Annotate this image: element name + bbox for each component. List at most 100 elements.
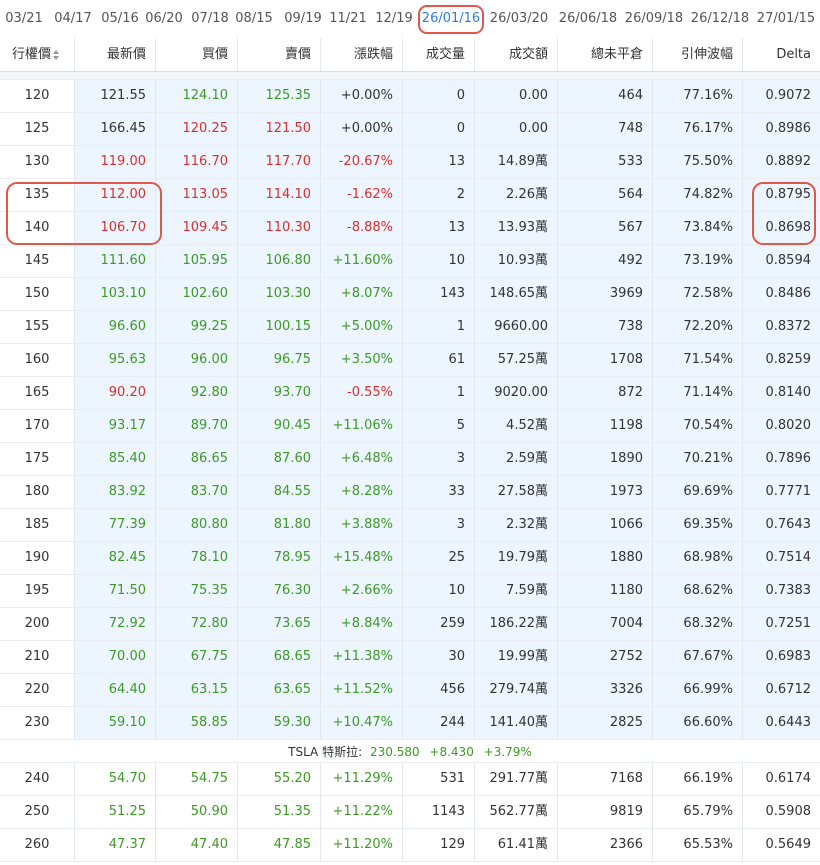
tab-expiry-9[interactable]: 26/01/16 xyxy=(421,11,481,26)
table-row[interactable]: 180 83.92 83.70 84.55 +8.28% 33 27.58萬 1973 69.6… xyxy=(0,476,820,509)
tab-expiry-0[interactable]: 03/21 xyxy=(5,11,43,26)
bid-cell: 102.60 xyxy=(182,286,229,301)
ask-cell: 78.95 xyxy=(273,550,311,565)
table-row[interactable]: 140 106.70 109.45 110.30 -8.88% 13 13.93萬 567 73… xyxy=(0,212,820,245)
header-open-interest[interactable]: 總未平倉 xyxy=(590,47,643,62)
strike-cell: 195 xyxy=(0,575,74,607)
tab-expiry-5[interactable]: 08/15 xyxy=(235,11,273,26)
column-divider xyxy=(320,608,321,641)
table-row[interactable]: 250 51.25 50.90 51.35 +11.22% 1143 562.77萬 9819… xyxy=(0,796,820,829)
header-strike[interactable]: 行權價 xyxy=(0,38,74,71)
column-divider xyxy=(155,212,156,245)
bid-cell: 54.75 xyxy=(190,771,228,786)
column-divider xyxy=(155,707,156,740)
column-divider xyxy=(320,707,321,740)
table-row[interactable]: 125 166.45 120.25 121.50 +0.00% 0 0.00 748 76.17… xyxy=(0,113,820,146)
tab-expiry-11[interactable]: 26/06/18 xyxy=(558,11,618,26)
sort-icon[interactable] xyxy=(53,49,60,60)
header-bid[interactable]: 買價 xyxy=(201,47,228,62)
table-row[interactable]: 185 77.39 80.80 81.80 +3.88% 3 2.32萬 1066 69.35%… xyxy=(0,509,820,542)
column-divider xyxy=(74,113,75,146)
ask-cell: 117.70 xyxy=(265,154,312,169)
column-divider xyxy=(742,311,743,344)
table-row[interactable]: 135 112.00 113.05 114.10 -1.62% 2 2.26萬 564 74.8… xyxy=(0,179,820,212)
tab-expiry-3[interactable]: 06/20 xyxy=(145,11,183,26)
table-row[interactable]: 145 111.60 105.95 106.80 +11.60% 10 10.93萬 492 7… xyxy=(0,245,820,278)
tab-expiry-8[interactable]: 12/19 xyxy=(375,11,413,26)
iv-cell: 73.19% xyxy=(683,253,733,268)
table-row[interactable]: 175 85.40 86.65 87.60 +6.48% 3 2.59萬 1890 70.21%… xyxy=(0,443,820,476)
header-delta[interactable]: Delta xyxy=(776,47,811,62)
volume-cell: 1143 xyxy=(431,804,465,819)
column-divider xyxy=(320,278,321,311)
column-divider xyxy=(237,608,238,641)
column-divider xyxy=(402,509,403,542)
last-price-cell: 93.17 xyxy=(108,418,146,433)
change-cell: +11.06% xyxy=(332,418,393,433)
column-divider xyxy=(320,443,321,476)
table-row[interactable]: 240 54.70 54.75 55.20 +11.29% 531 291.77萬 7168 6… xyxy=(0,763,820,796)
tab-expiry-12[interactable]: 26/09/18 xyxy=(624,11,684,26)
ask-cell: 55.20 xyxy=(273,771,311,786)
header-last[interactable]: 最新價 xyxy=(106,47,146,62)
change-cell: +10.47% xyxy=(332,715,393,730)
open-interest-cell: 1880 xyxy=(609,550,643,565)
column-divider xyxy=(402,410,403,443)
column-divider xyxy=(652,410,653,443)
tab-expiry-1[interactable]: 04/17 xyxy=(54,11,92,26)
header-turnover[interactable]: 成交額 xyxy=(508,47,548,62)
tab-expiry-10[interactable]: 26/03/20 xyxy=(489,11,549,26)
column-divider xyxy=(74,245,75,278)
tab-expiry-13[interactable]: 26/12/18 xyxy=(690,11,750,26)
column-divider xyxy=(474,80,475,113)
column-divider xyxy=(742,179,743,212)
table-row[interactable]: 120 121.55 124.10 125.35 +0.00% 0 0.00 464 77.16… xyxy=(0,80,820,113)
tab-expiry-4[interactable]: 07/18 xyxy=(191,11,229,26)
last-price-cell: 59.10 xyxy=(108,715,146,730)
column-divider xyxy=(155,575,156,608)
column-divider xyxy=(402,674,403,707)
ask-cell: 114.10 xyxy=(265,187,312,202)
header-change[interactable]: 漲跌幅 xyxy=(353,47,393,62)
column-divider xyxy=(402,245,403,278)
table-row[interactable]: 220 64.40 63.15 63.65 +11.52% 456 279.74萬 3326 6… xyxy=(0,674,820,707)
tab-expiry-6[interactable]: 09/19 xyxy=(284,11,322,26)
column-divider xyxy=(652,113,653,146)
last-price-cell: 119.00 xyxy=(100,154,147,169)
column-divider xyxy=(237,311,238,344)
ask-cell: 106.80 xyxy=(265,253,312,268)
header-ask[interactable]: 賣價 xyxy=(284,47,311,62)
turnover-cell: 27.58萬 xyxy=(497,484,548,499)
column-divider xyxy=(742,113,743,146)
header-volume[interactable]: 成交量 xyxy=(425,47,465,62)
table-row[interactable]: 200 72.92 72.80 73.65 +8.84% 259 186.22萬 7004 68… xyxy=(0,608,820,641)
column-divider xyxy=(74,80,75,113)
table-row[interactable]: 150 103.10 102.60 103.30 +8.07% 143 148.65萬 396… xyxy=(0,278,820,311)
table-row[interactable]: 155 96.60 99.25 100.15 +5.00% 1 9660.00 738 72.2… xyxy=(0,311,820,344)
tab-expiry-7[interactable]: 11/21 xyxy=(329,11,367,26)
table-row[interactable]: 210 70.00 67.75 68.65 +11.38% 30 19.99萬 2752 67.… xyxy=(0,641,820,674)
column-divider xyxy=(155,829,156,862)
tab-expiry-14[interactable]: 27/01/15 xyxy=(756,11,816,26)
header-iv[interactable]: 引伸波幅 xyxy=(680,47,733,62)
change-cell: +2.66% xyxy=(340,583,393,598)
table-row[interactable]: 165 90.20 92.80 93.70 -0.55% 1 9020.00 872 71.14… xyxy=(0,377,820,410)
tab-expiry-2[interactable]: 05/16 xyxy=(101,11,139,26)
strike-cell: 230 xyxy=(0,707,74,739)
table-row[interactable]: 190 82.45 78.10 78.95 +15.48% 25 19.79萬 1880 68.… xyxy=(0,542,820,575)
ask-cell: 90.45 xyxy=(273,418,311,433)
delta-cell: 0.8594 xyxy=(765,253,812,268)
column-divider xyxy=(74,707,75,740)
table-row[interactable]: 170 93.17 89.70 90.45 +11.06% 5 4.52萬 1198 70.54… xyxy=(0,410,820,443)
table-row[interactable]: 230 59.10 58.85 59.30 +10.47% 244 141.40萬 2825 6… xyxy=(0,707,820,740)
column-divider xyxy=(557,344,558,377)
change-cell: +3.88% xyxy=(340,517,393,532)
column-divider xyxy=(74,278,75,311)
table-row[interactable]: 160 95.63 96.00 96.75 +3.50% 61 57.25萬 1708 71.5… xyxy=(0,344,820,377)
column-divider xyxy=(402,278,403,311)
table-row[interactable]: 260 47.37 47.40 47.85 +11.20% 129 61.41萬 2366 65… xyxy=(0,829,820,862)
table-row[interactable]: 130 119.00 116.70 117.70 -20.67% 13 14.89萬 533 7… xyxy=(0,146,820,179)
column-divider xyxy=(320,763,321,796)
table-row[interactable]: 195 71.50 75.35 76.30 +2.66% 10 7.59萬 1180 68.62… xyxy=(0,575,820,608)
column-divider xyxy=(402,707,403,740)
